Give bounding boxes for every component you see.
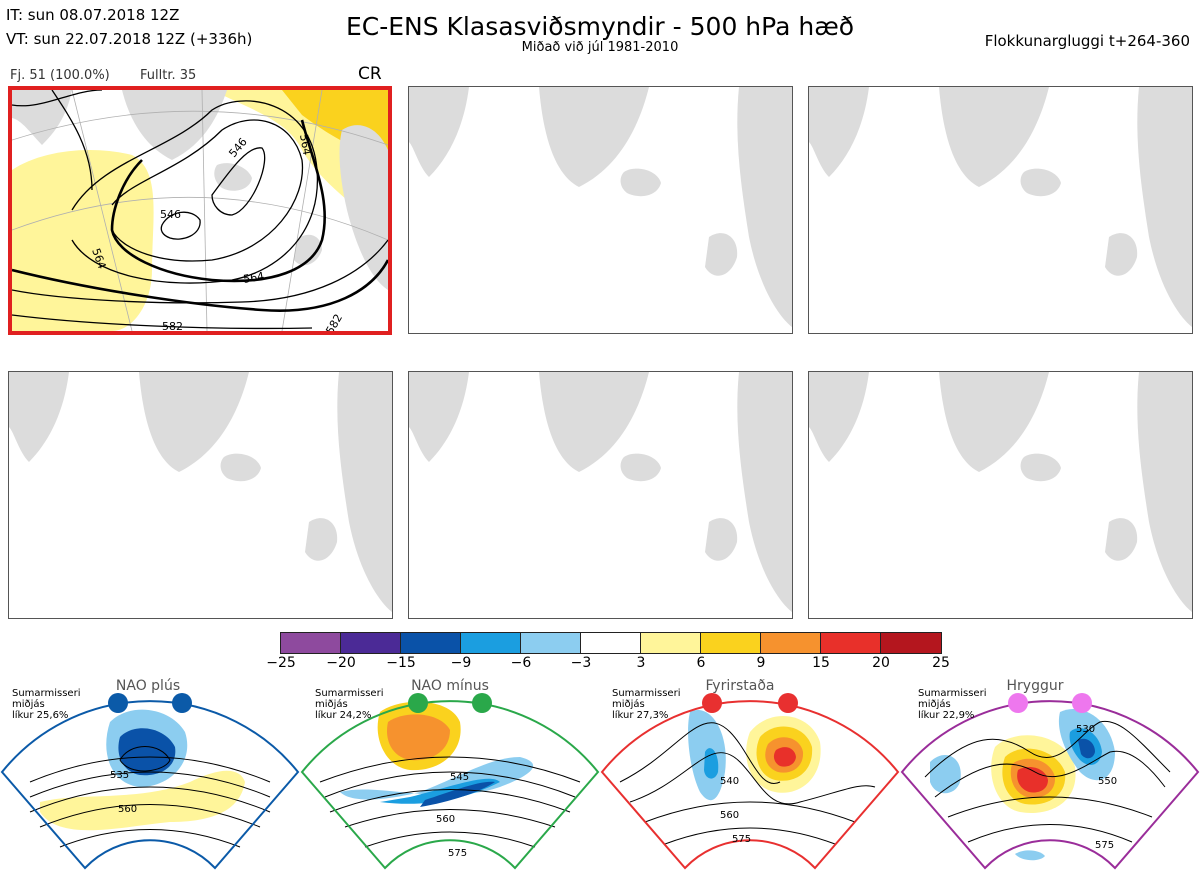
colorbar-tick: −3: [570, 655, 592, 671]
init-time: IT: sun 08.07.2018 12Z: [6, 6, 180, 24]
regime-title: NAO mínus: [411, 678, 489, 694]
contour-label: 582: [323, 312, 345, 331]
colorbar-swatch: [821, 633, 881, 653]
regime-ridge: Hryggur Sumarmisseri miðjás líkur 22,9% …: [900, 678, 1200, 870]
members-label: Fj. 51 (100.0%): [10, 68, 110, 83]
regime-contour-label: 575: [732, 834, 751, 845]
empty-map-svg: [409, 372, 792, 612]
page-title: EC-ENS Klasasviðsmyndir - 500 hPa hæð: [345, 12, 855, 41]
colorbar-swatch: [881, 633, 941, 653]
regime-note: miðjás: [918, 698, 951, 710]
cluster-map-svg: 546 546 564 564 582 582 564: [12, 90, 388, 331]
empty-map-svg: [809, 87, 1192, 327]
regime-contour-label: 575: [1095, 840, 1114, 851]
regime-contour-label: 575: [448, 848, 467, 859]
empty-map-panel-3: [808, 86, 1193, 334]
colorbar-swatch: [581, 633, 641, 653]
regime-note: Sumarmisseri: [612, 688, 680, 699]
colorbar-swatch: [461, 633, 521, 653]
regime-note: miðjás: [315, 698, 348, 710]
valid-time: VT: sun 22.07.2018 12Z (+336h): [6, 30, 253, 48]
colorbar-tick: −25: [266, 655, 296, 671]
regime-note: miðjás: [612, 698, 645, 710]
regime-contour-label: 560: [436, 814, 455, 825]
contour-label: 546: [226, 135, 249, 159]
regime-note: líkur 24,2%: [315, 709, 371, 721]
regime-note: Sumarmisseri: [12, 688, 80, 699]
colorbar-tick: −20: [326, 655, 356, 671]
regime-contour-label: 545: [450, 772, 469, 783]
colorbar-tick: −15: [386, 655, 416, 671]
empty-map-panel-4: [8, 371, 393, 619]
page-subtitle: Miðað við júl 1981-2010: [521, 40, 679, 55]
colorbar-tick: 15: [812, 655, 830, 671]
regime-note: líkur 27,3%: [612, 709, 668, 721]
empty-map-panel-6: [808, 371, 1193, 619]
regime-blocking: Fyrirstaða Sumarmisseri miðjás líkur 27,…: [600, 678, 900, 870]
empty-map-svg: [9, 372, 392, 612]
colorbar-swatch: [341, 633, 401, 653]
cluster-map: 546 546 564 564 582 582 564: [8, 86, 392, 335]
regime-nao-plus: NAO plús Sumarmisseri miðjás líkur 25,6%…: [0, 678, 300, 870]
colorbar-tick: 6: [696, 655, 706, 671]
colorbar-tick: 9: [756, 655, 766, 671]
regime-contour-label: 530: [1076, 724, 1095, 735]
contour-label: 546: [160, 208, 181, 221]
regime-note: líkur 25,6%: [12, 709, 68, 721]
regime-contour-label: 540: [720, 776, 739, 787]
regime-note: líkur 22,9%: [918, 709, 974, 721]
regime-title: NAO plús: [116, 678, 180, 694]
empty-map-panel-5: [408, 371, 793, 619]
regime-contour-label: 560: [118, 804, 137, 815]
regime-nao-minus: NAO mínus Sumarmisseri miðjás líkur 24,2…: [300, 678, 600, 870]
contour-label: 582: [162, 320, 183, 331]
colorbar-swatch: [641, 633, 701, 653]
colorbar-tick: 25: [932, 655, 950, 671]
colorbar-tick: 20: [872, 655, 890, 671]
colorbar-swatch: [761, 633, 821, 653]
colorbar-swatch: [281, 633, 341, 653]
colorbar-swatch: [521, 633, 581, 653]
contour-label: 564: [297, 133, 313, 156]
colorbar-tick: 3: [636, 655, 646, 671]
regime-title: Fyrirstaða: [706, 678, 775, 694]
regime-contour-label: 560: [720, 810, 739, 821]
regime-note: miðjás: [12, 698, 45, 710]
empty-map-panel-2: [408, 86, 793, 334]
window-label: Flokkunargluggi t+264-360: [984, 32, 1190, 50]
colorbar-tick: −6: [510, 655, 532, 671]
contour-label: 564: [242, 270, 265, 286]
regime-note: Sumarmisseri: [918, 688, 986, 699]
empty-map-svg: [809, 372, 1192, 612]
colorbar: [280, 632, 942, 654]
regime-title: Hryggur: [1007, 678, 1064, 694]
colorbar-swatch: [701, 633, 761, 653]
colorbar-swatch: [401, 633, 461, 653]
empty-map-svg: [409, 87, 792, 327]
class-code: CR: [358, 64, 382, 84]
representative-label: Fulltr. 35: [140, 68, 197, 83]
regime-note: Sumarmisseri: [315, 688, 383, 699]
regime-contour-label: 535: [110, 770, 129, 781]
regime-contour-label: 550: [1098, 776, 1117, 787]
colorbar-tick: −9: [450, 655, 472, 671]
